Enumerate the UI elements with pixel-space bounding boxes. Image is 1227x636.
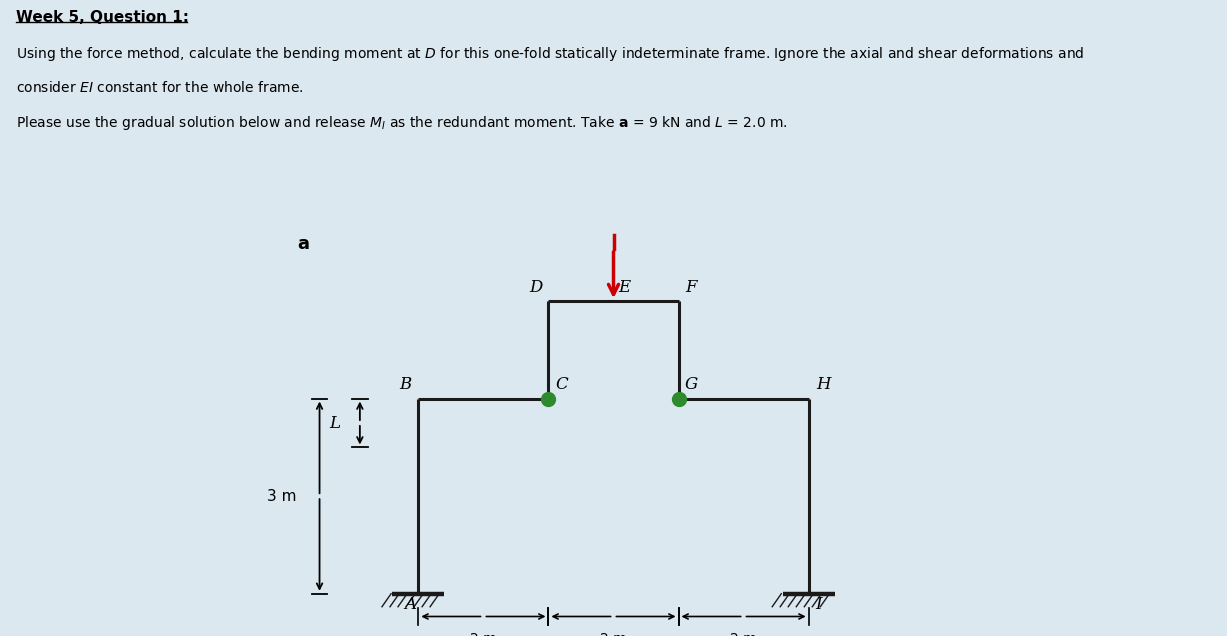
Text: 2 m: 2 m [730, 632, 757, 636]
Text: I: I [815, 596, 822, 613]
Text: 3 m: 3 m [267, 488, 297, 504]
Text: H: H [816, 377, 831, 394]
Text: D: D [529, 279, 542, 296]
Text: Using the force method, calculate the bending moment at $D$ for this one-fold st: Using the force method, calculate the be… [16, 45, 1085, 62]
Text: a: a [297, 235, 309, 253]
Text: 2 m: 2 m [600, 632, 627, 636]
Text: C: C [555, 377, 568, 394]
Text: E: E [618, 279, 631, 296]
Text: A: A [404, 596, 416, 613]
Text: consider $EI$ constant for the whole frame.: consider $EI$ constant for the whole fra… [16, 80, 303, 95]
Text: Week 5, Question 1:: Week 5, Question 1: [16, 10, 189, 25]
Text: Please use the gradual solution below and release $M_I$ as the redundant moment.: Please use the gradual solution below an… [16, 114, 788, 132]
Text: G: G [685, 377, 698, 394]
Text: B: B [399, 377, 411, 394]
Text: L: L [330, 415, 341, 431]
Text: 2 m: 2 m [470, 632, 497, 636]
Text: F: F [685, 279, 697, 296]
